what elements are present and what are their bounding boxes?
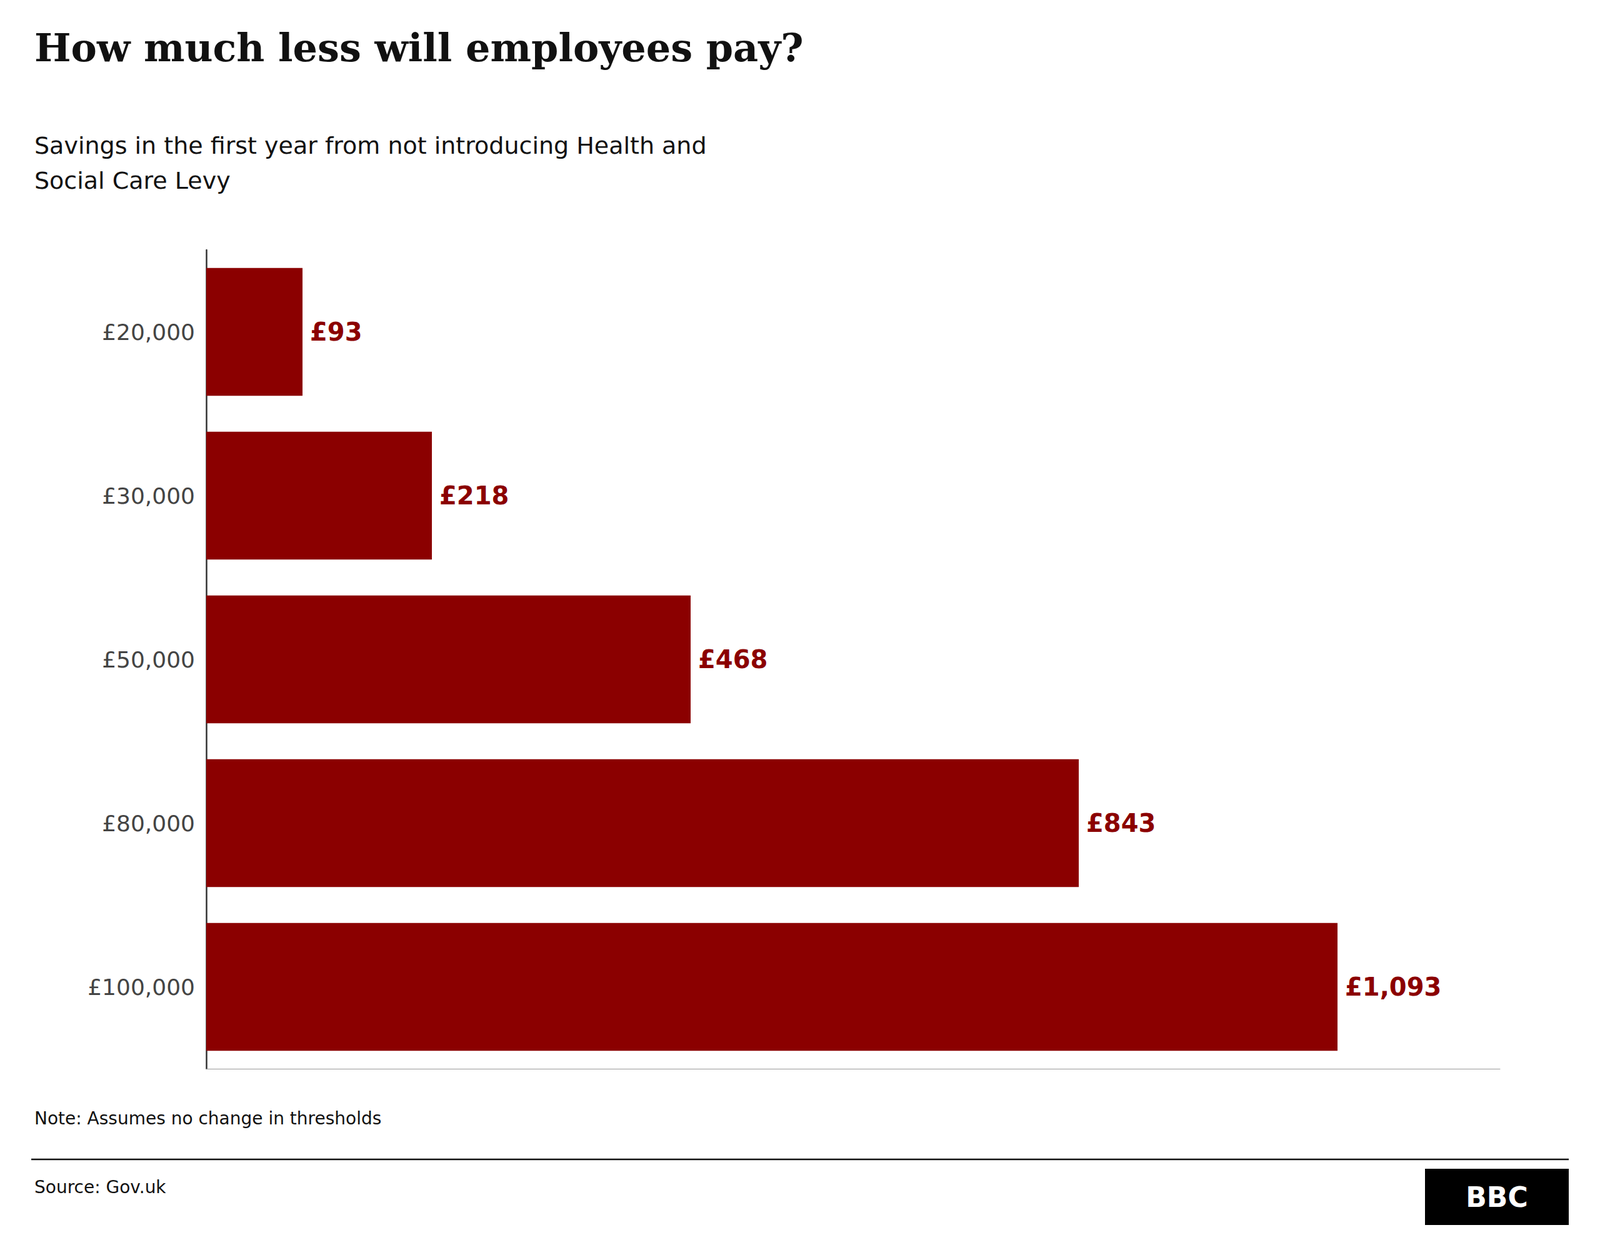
- svg-text:How much less will employees p: How much less will employees pay?: [34, 25, 804, 71]
- svg-text:£80,000: £80,000: [101, 810, 195, 837]
- svg-text:£93: £93: [310, 317, 363, 347]
- svg-text:Savings in the first year from: Savings in the first year from not intro…: [34, 131, 707, 160]
- svg-text:Social Care Levy: Social Care Levy: [34, 166, 231, 195]
- svg-text:£468: £468: [698, 645, 768, 674]
- svg-text:£20,000: £20,000: [101, 319, 195, 345]
- svg-text:£843: £843: [1086, 808, 1156, 838]
- svg-text:£30,000: £30,000: [101, 483, 195, 509]
- svg-text:£1,093: £1,093: [1345, 972, 1442, 1002]
- svg-text:£100,000: £100,000: [87, 974, 195, 1000]
- svg-text:£50,000: £50,000: [101, 646, 195, 673]
- svg-text:Note: Assumes no change in thr: Note: Assumes no change in thresholds: [34, 1108, 382, 1129]
- svg-text:£218: £218: [439, 481, 509, 510]
- svg-text:BBC: BBC: [1465, 1181, 1528, 1214]
- svg-text:Source: Gov.uk: Source: Gov.uk: [34, 1176, 167, 1198]
